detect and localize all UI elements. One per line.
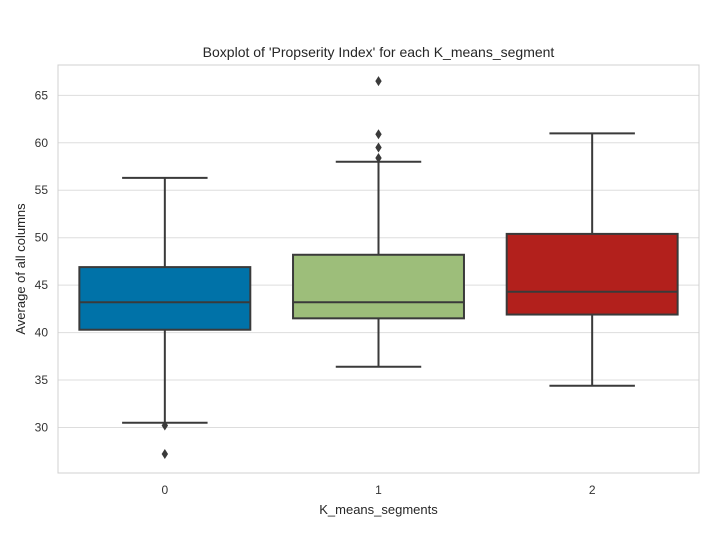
- y-tick-label-60: 60: [35, 136, 49, 150]
- outlier-0-0: [161, 420, 169, 431]
- box-2: [505, 232, 679, 316]
- box-1: [292, 253, 465, 320]
- y-tick-labels: 30 35 40 45 50 55 60 65: [35, 88, 49, 434]
- y-tick-label-50: 50: [35, 231, 49, 245]
- x-tick-label-1: 1: [375, 483, 382, 497]
- outlier-1-3: [375, 76, 382, 87]
- y-tick-label-55: 55: [35, 183, 49, 197]
- boxes-layer: [78, 76, 679, 460]
- plot-frame: [57, 64, 700, 474]
- outlier-1-0: [375, 152, 382, 163]
- y-tick-label-65: 65: [35, 88, 49, 102]
- box-0: [78, 266, 252, 331]
- y-tick-label-35: 35: [35, 373, 49, 387]
- outlier-1-2: [375, 129, 382, 140]
- outlier-0-1: [161, 449, 169, 460]
- chart-title: Boxplot of 'Propserity Index' for each K…: [203, 44, 555, 60]
- box-group-0: [78, 176, 252, 460]
- y-tick-label-45: 45: [35, 278, 49, 292]
- y-tick-label-40: 40: [35, 326, 49, 340]
- box-group-2: [505, 132, 679, 387]
- outlier-1-1: [375, 142, 382, 153]
- x-axis-label: K_means_segments: [319, 502, 438, 517]
- x-tick-label-2: 2: [589, 483, 596, 497]
- x-tick-label-0: 0: [161, 483, 168, 497]
- y-tick-label-30: 30: [35, 420, 49, 434]
- x-tick-labels: 0 1 2: [161, 483, 595, 497]
- box-group-1: [292, 76, 465, 368]
- y-axis-label: Average of all columns: [13, 203, 28, 335]
